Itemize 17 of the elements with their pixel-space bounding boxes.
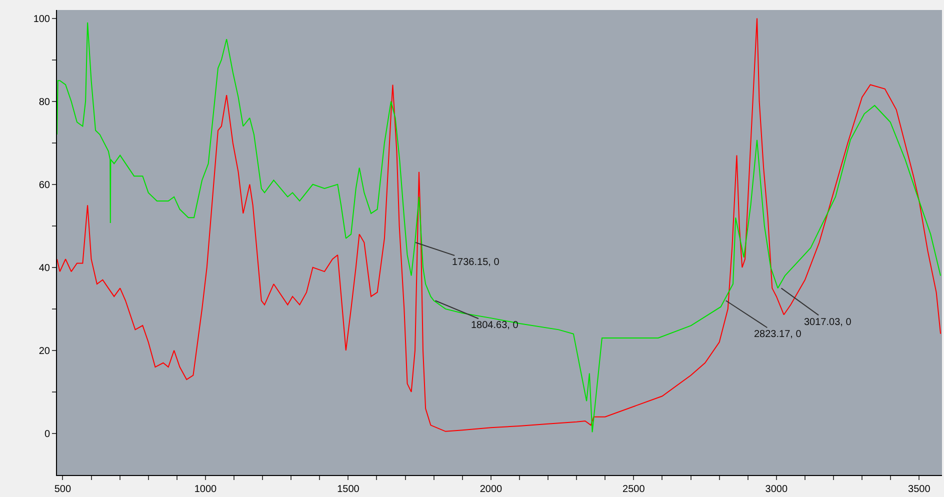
x-tick-label: 3500 (908, 484, 931, 495)
x-tick-label: 3000 (765, 484, 788, 495)
y-tick-label: 20 (38, 346, 50, 357)
y-tick-label: 60 (38, 180, 50, 191)
x-tick-label: 2000 (480, 484, 502, 495)
x-tick-label: 1500 (337, 484, 360, 495)
annotation: 3017.03, 0 (804, 317, 852, 328)
x-tick-label: 2500 (622, 484, 646, 495)
annotation: 2823.17, 0 (754, 329, 802, 340)
y-tick-label: 40 (38, 262, 50, 274)
annotation: 1804.63, 0 (471, 320, 519, 331)
y-tick-label: 100 (33, 14, 50, 25)
y-tick-label: 80 (38, 96, 50, 108)
annotation: 1736.15, 0 (452, 257, 500, 268)
x-tick-label: 500 (54, 484, 72, 495)
x-tick-label: 1000 (194, 484, 218, 495)
y-tick-label: 0 (44, 428, 50, 440)
